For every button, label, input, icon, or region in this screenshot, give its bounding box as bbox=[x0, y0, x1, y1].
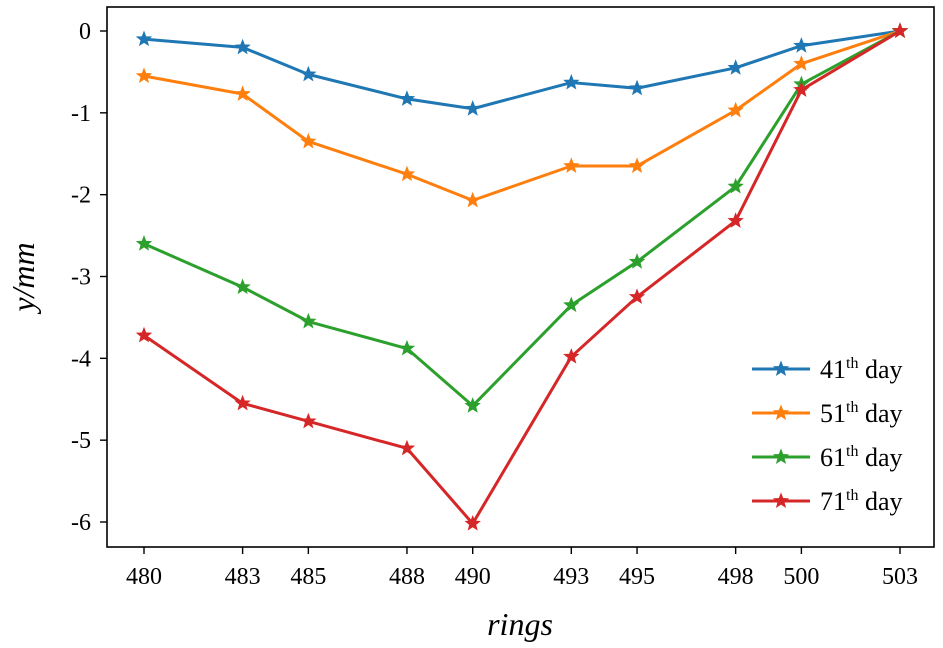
data-point-star bbox=[135, 30, 153, 47]
data-point-star bbox=[464, 191, 481, 208]
y-tick-label: -5 bbox=[71, 428, 91, 454]
legend-item: 51th day bbox=[752, 399, 903, 428]
x-axis: 480 483 485 488 490 493 495 498 500 503 bbox=[126, 547, 918, 590]
x-tick-label: 483 bbox=[225, 564, 261, 590]
series-line bbox=[143, 29, 901, 202]
x-tick-label: 493 bbox=[553, 564, 589, 590]
legend-label: 61th day bbox=[820, 443, 903, 472]
data-point-star bbox=[234, 85, 251, 101]
data-point-star bbox=[727, 59, 744, 75]
x-tick-label: 490 bbox=[455, 564, 491, 590]
x-tick-label: 503 bbox=[882, 564, 918, 590]
legend-label-superscript: th bbox=[846, 399, 858, 416]
legend-marker bbox=[772, 360, 790, 376]
legend-label-superscript: th bbox=[846, 355, 858, 372]
y-tick-label: -6 bbox=[71, 510, 91, 536]
legend-item: 41th day bbox=[752, 355, 903, 384]
data-point-star bbox=[234, 278, 251, 295]
data-point-star bbox=[135, 235, 153, 251]
legend-label-suffix: day bbox=[858, 443, 902, 472]
legend-label-number: 41 bbox=[820, 355, 846, 384]
data-point-star bbox=[300, 132, 317, 149]
y-tick-label: -1 bbox=[71, 101, 91, 127]
data-point-star bbox=[793, 81, 810, 97]
legend-label: 41th day bbox=[820, 355, 903, 384]
series-71 bbox=[135, 22, 909, 531]
data-point-star bbox=[300, 412, 317, 429]
data-point-star bbox=[398, 90, 416, 106]
data-point-star bbox=[793, 55, 810, 71]
x-tick-label: 485 bbox=[290, 564, 326, 590]
data-point-star bbox=[464, 100, 481, 116]
data-point-star bbox=[727, 177, 744, 194]
plot-area bbox=[106, 6, 935, 548]
x-tick-label: 500 bbox=[783, 564, 819, 590]
series-line bbox=[143, 29, 901, 111]
data-point-star bbox=[628, 288, 646, 304]
series-line bbox=[143, 29, 901, 408]
y-tick-label: -3 bbox=[71, 265, 91, 291]
data-point-star bbox=[628, 157, 646, 173]
data-point-star bbox=[234, 394, 251, 411]
x-tick-label: 498 bbox=[718, 564, 754, 590]
data-point-star bbox=[563, 73, 580, 90]
legend-label-suffix: day bbox=[858, 399, 902, 428]
data-point-star bbox=[398, 339, 416, 356]
legend-label: 71th day bbox=[820, 487, 903, 516]
data-point-star bbox=[234, 38, 251, 55]
x-tick-label: 495 bbox=[619, 564, 655, 590]
legend-item: 71th day bbox=[752, 487, 903, 516]
y-axis-title: y/mm bbox=[5, 242, 41, 314]
data-point-star bbox=[398, 439, 416, 456]
legend-label-suffix: day bbox=[858, 355, 902, 384]
data-point-star bbox=[727, 101, 744, 118]
series-layer bbox=[135, 22, 909, 531]
data-point-star bbox=[300, 312, 317, 329]
data-point-star bbox=[793, 37, 810, 53]
x-tick-label: 480 bbox=[126, 564, 162, 590]
y-axis: 0 -1 -2 -3 -4 -5 -6 bbox=[71, 19, 107, 536]
y-tick-label: -4 bbox=[71, 346, 91, 372]
data-point-star bbox=[563, 296, 580, 313]
data-point-star bbox=[464, 397, 481, 413]
legend-item: 61th day bbox=[752, 443, 903, 472]
x-axis-title: rings bbox=[487, 606, 553, 642]
legend-marker bbox=[772, 404, 790, 420]
legend-label-number: 51 bbox=[820, 399, 846, 428]
legend-label-superscript: th bbox=[846, 487, 858, 504]
data-point-star bbox=[563, 157, 580, 173]
data-point-star bbox=[628, 253, 646, 269]
data-point-star bbox=[563, 348, 580, 364]
legend-label-suffix: day bbox=[858, 487, 902, 516]
x-tick-label: 488 bbox=[389, 564, 425, 590]
legend-marker bbox=[772, 448, 790, 464]
y-tick-label: -2 bbox=[71, 183, 91, 209]
legend-label: 51th day bbox=[820, 399, 903, 428]
data-point-star bbox=[135, 67, 153, 83]
data-point-star bbox=[464, 515, 481, 531]
data-point-star bbox=[628, 79, 646, 96]
data-point-star bbox=[135, 326, 153, 343]
data-point-star bbox=[727, 212, 744, 228]
legend-label-number: 61 bbox=[820, 443, 846, 472]
legend-label-superscript: th bbox=[846, 443, 858, 460]
data-point-star bbox=[398, 165, 416, 182]
data-point-star bbox=[891, 22, 909, 38]
y-tick-label: 0 bbox=[79, 19, 91, 45]
series-line bbox=[143, 29, 901, 526]
legend-label-number: 71 bbox=[820, 487, 846, 516]
legend-marker bbox=[772, 492, 790, 508]
data-point-star bbox=[300, 65, 317, 82]
